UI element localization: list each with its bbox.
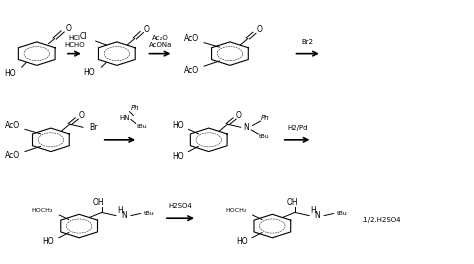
Text: HOCH₂: HOCH₂	[225, 208, 246, 213]
Text: Ac₂O: Ac₂O	[152, 35, 169, 41]
Text: N: N	[244, 123, 249, 132]
Text: N: N	[121, 211, 127, 220]
Text: HO: HO	[5, 69, 16, 78]
Text: HO: HO	[84, 68, 95, 77]
Text: HCHO: HCHO	[64, 42, 85, 48]
Text: O: O	[79, 111, 84, 120]
Text: HOCH₂: HOCH₂	[32, 208, 53, 213]
Text: OH: OH	[93, 198, 105, 207]
Text: Ph: Ph	[131, 106, 140, 111]
Text: tBu: tBu	[137, 124, 147, 129]
Text: AcO: AcO	[5, 151, 20, 160]
Text: HO: HO	[43, 237, 55, 246]
Text: tBu: tBu	[337, 211, 347, 216]
Text: tBu: tBu	[259, 134, 270, 139]
Text: AcONa: AcONa	[148, 42, 172, 48]
Text: H2/Pd: H2/Pd	[287, 125, 308, 131]
Text: Br2: Br2	[301, 39, 314, 45]
Text: AcO: AcO	[5, 121, 20, 130]
Text: H: H	[310, 206, 316, 215]
Text: HO: HO	[172, 121, 184, 130]
Text: N: N	[314, 211, 320, 220]
Text: H: H	[117, 206, 123, 215]
Text: tBu: tBu	[144, 211, 154, 216]
Text: O: O	[144, 25, 150, 34]
Text: HO: HO	[236, 237, 247, 246]
Text: Cl: Cl	[80, 32, 88, 41]
Text: HO: HO	[172, 152, 184, 161]
Text: OH: OH	[286, 198, 298, 207]
Text: O: O	[236, 111, 241, 120]
Text: O: O	[257, 25, 263, 34]
Text: AcO: AcO	[184, 34, 199, 43]
Text: Ph: Ph	[261, 115, 270, 121]
Text: AcO: AcO	[184, 66, 199, 75]
Text: Br: Br	[89, 123, 98, 132]
Text: O: O	[65, 24, 71, 33]
Text: .1/2.H2SO4: .1/2.H2SO4	[361, 216, 401, 223]
Text: H2SO4: H2SO4	[169, 204, 192, 209]
Text: HCl: HCl	[68, 35, 81, 41]
Text: HN: HN	[119, 115, 130, 121]
